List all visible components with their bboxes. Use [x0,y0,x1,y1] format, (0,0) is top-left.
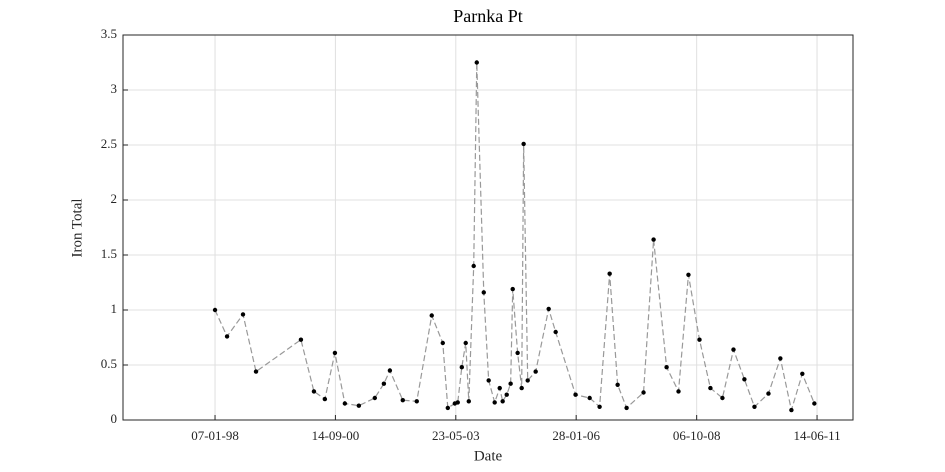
x-tick-label: 14-06-11 [793,428,840,443]
data-point [742,377,747,382]
axes-box [122,34,854,421]
x-tick-label: 28-01-06 [552,428,600,443]
data-point [546,306,551,312]
x-tick-label: 06-10-08 [673,428,721,443]
chart-title: Parnka Pt [453,6,523,26]
data-point [624,405,629,411]
data-point [492,400,497,405]
data-point [342,401,348,406]
y-tick-label: 1 [111,301,118,316]
y-tick-label: 3 [111,81,118,96]
data-point [607,271,612,276]
x-tick-label: 07-01-98 [191,428,239,443]
data-point [504,392,509,397]
data-point [455,400,460,405]
data-point [686,272,691,277]
data-point [720,395,725,401]
data-point [664,365,669,370]
data-point [500,399,505,404]
plot-area [123,35,853,420]
data-point [708,385,713,391]
data-point [445,405,451,411]
data-point [778,356,783,361]
x-tick-label: 23-05-03 [432,428,480,443]
data-point [459,365,465,370]
data-point [298,337,304,342]
data-point [615,382,620,387]
data-point [752,404,757,409]
data-point [519,385,524,391]
data-point [356,403,362,408]
data-point [497,385,502,391]
y-tick-label: 0.5 [101,356,117,371]
data-point [533,369,538,374]
data-point [253,369,259,374]
data-point [697,337,702,342]
data-point [553,329,558,335]
x-tick-label: 14-09-00 [312,428,360,443]
data-point [322,396,328,402]
data-point [440,340,445,346]
y-tick-label: 2 [111,191,118,206]
y-axis-label: Iron Total [69,198,85,257]
data-point [414,399,419,404]
data-point [463,340,468,346]
data-point [651,237,656,242]
data-point [400,398,405,403]
data-point [731,347,736,352]
data-line [214,62,815,411]
data-point [766,391,771,396]
y-tick-label: 3.5 [101,26,117,41]
data-point [486,378,491,383]
data-point [481,290,486,295]
data-point [311,389,317,394]
data-point [525,378,530,383]
data-point [372,395,378,401]
data-point [240,312,246,317]
data-point [224,334,230,339]
data-point [387,368,393,373]
y-tick-label: 0 [111,411,118,426]
y-tick-label: 2.5 [101,136,117,151]
data-point [332,350,338,356]
data-point [429,313,434,318]
data-point [789,407,794,413]
data-point [474,60,479,65]
data-point [800,371,805,376]
data-point [212,307,218,313]
data-point [573,392,578,397]
data-point [812,401,817,406]
data-point [515,350,520,356]
y-tick-label: 1.5 [101,246,117,261]
data-point [508,381,513,386]
x-axis-label: Date [474,448,503,464]
data-point [521,141,526,147]
data-point [676,389,681,394]
data-point [597,404,602,409]
data-point [641,390,646,395]
data-point [466,399,471,404]
data-point [510,286,515,292]
data-point [471,263,476,269]
data-point [381,381,387,386]
data-point [587,395,592,401]
